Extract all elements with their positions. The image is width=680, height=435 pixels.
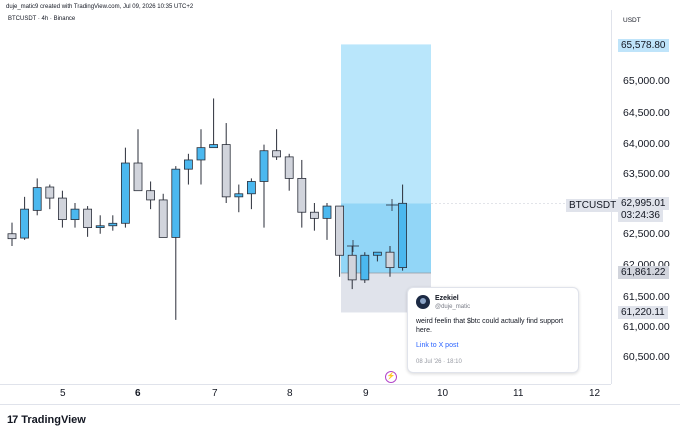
candle-body: [171, 168, 181, 238]
price-tick: 61,500.00: [623, 291, 670, 303]
price-tick: 65,000.00: [623, 75, 670, 87]
candle-body: [108, 222, 118, 227]
tweet-timestamp: 08 Jul '26 · 18:10: [416, 359, 462, 365]
tweet-card[interactable]: Ezekiel @duje_matic weird feelin that $b…: [407, 287, 579, 373]
candle-body: [284, 156, 294, 179]
candle-body: [372, 251, 382, 256]
time-label: 7: [212, 388, 218, 399]
chart-header: duje_matic9 created with TradingView.com…: [6, 4, 194, 10]
candle-body: [196, 147, 206, 161]
symbol-tag: BTCUSDT: [566, 199, 620, 212]
time-label: 6: [135, 388, 141, 399]
price-tick: 62,500.00: [623, 228, 670, 240]
candle-body: [95, 225, 105, 229]
stop-price-tag: 61,220.11: [618, 306, 668, 319]
candle-body: [146, 190, 156, 201]
price-tick: 60,500.00: [623, 351, 670, 363]
time-label: 10: [437, 388, 449, 399]
tweet-link[interactable]: Link to X post: [416, 342, 459, 349]
time-label: 8: [287, 388, 293, 399]
candle-body: [183, 159, 193, 170]
tradingview-logo-text: TradingView: [21, 414, 86, 426]
candle-body: [272, 150, 282, 158]
avatar: [416, 295, 430, 309]
target-zone: [341, 44, 431, 204]
time-axis-divider: [0, 384, 611, 385]
price-tick: 63,500.00: [623, 168, 670, 180]
candle-body: [209, 144, 219, 149]
time-label: 12: [589, 388, 601, 399]
entry-price-tag: 61,861.22: [618, 266, 669, 279]
time-label: 9: [363, 388, 369, 399]
price-tick: 64,500.00: [623, 107, 670, 119]
candle-body: [259, 150, 269, 182]
candle-body: [7, 233, 17, 240]
candle-body: [133, 162, 143, 192]
candle-body: [347, 254, 357, 281]
tweet-author-handle: @duje_matic: [435, 304, 471, 310]
candle-body: [322, 205, 332, 219]
candle-body: [32, 187, 42, 211]
tweet-text: weird feelin that $btc could actually fi…: [416, 318, 564, 334]
price-axis-divider: [611, 10, 612, 384]
candle-body: [246, 181, 256, 195]
symbol-legend[interactable]: BTCUSDT · 4h · Binance: [8, 16, 76, 22]
candle-body: [297, 177, 307, 213]
tradingview-logo-icon: 17: [7, 414, 18, 426]
price-tick: 64,000.00: [623, 138, 670, 150]
candle-body: [360, 254, 370, 281]
countdown-tag: 03:24:36: [618, 209, 663, 222]
tradingview-logo[interactable]: 17 TradingView: [7, 414, 86, 426]
candle-body: [58, 197, 67, 221]
candle-body: [234, 193, 244, 198]
price-tick: 61,000.00: [623, 321, 670, 333]
tweet-author-name: Ezekiel: [435, 295, 459, 302]
candle-body: [398, 202, 408, 268]
candle-body: [158, 199, 168, 238]
candle-body: [335, 205, 345, 256]
candle-body: [309, 211, 319, 219]
time-label: 11: [513, 388, 524, 399]
footer-divider: [0, 404, 680, 405]
time-label: 5: [60, 388, 66, 399]
candle-body: [121, 162, 130, 224]
candle-body: [70, 208, 80, 221]
candle-body: [221, 144, 231, 198]
lightning-icon[interactable]: ⚡: [385, 371, 397, 383]
candle-body: [385, 251, 395, 268]
currency-label: USDT: [623, 17, 641, 24]
candle-body: [45, 186, 55, 199]
candle-body: [83, 208, 92, 228]
candle-body: [20, 208, 30, 239]
target-price-tag: 65,578.80: [618, 39, 669, 52]
current-price-tag: 62,995.01: [618, 197, 669, 210]
